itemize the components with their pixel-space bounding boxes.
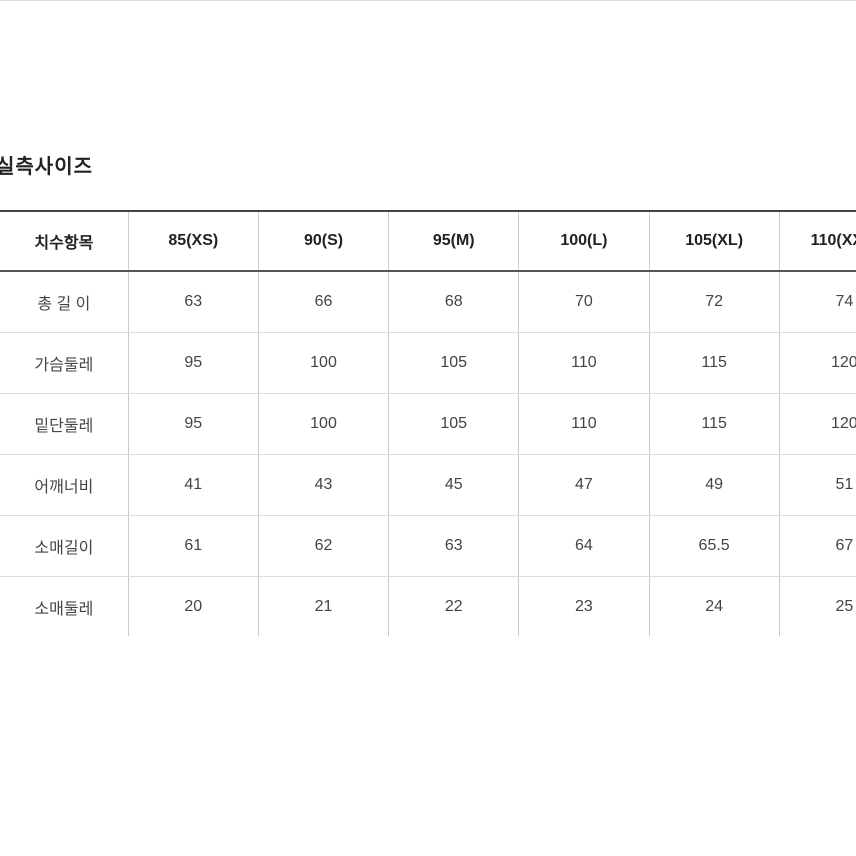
header-size: 90(S) (258, 211, 390, 272)
table-cell: 41 (128, 454, 259, 516)
table-cell: 61 (128, 515, 259, 577)
row-label: 소매둘레 (0, 576, 129, 636)
table-cell: 47 (518, 454, 650, 516)
table-cell: 66 (258, 271, 390, 333)
row-label: 가슴둘레 (0, 332, 129, 394)
table-cell: 22 (388, 576, 520, 636)
table-cell: 43 (258, 454, 390, 516)
table-cell: 20 (128, 576, 259, 636)
page-title: 실측사이즈 (0, 156, 93, 178)
table-cell: 68 (388, 271, 520, 333)
table-cell: 67 (779, 515, 856, 577)
table-cell: 24 (649, 576, 780, 636)
header-size: 95(M) (388, 211, 520, 272)
table-row: 밑단둘레 95 100 105 110 115 120 (0, 393, 856, 455)
size-table-container: 치수항목85(XS)90(S)95(M)100(L)105(XL)110(XXL… (0, 210, 856, 636)
table-cell: 65.5 (649, 515, 780, 577)
table-cell: 74 (779, 271, 856, 333)
top-divider (0, 0, 856, 1)
size-table: 치수항목85(XS)90(S)95(M)100(L)105(XL)110(XXL… (0, 210, 856, 636)
table-row: 어깨너비 41 43 45 47 49 51 (0, 454, 856, 516)
table-row: 총 길 이 63 66 68 70 72 74 (0, 271, 856, 333)
row-label: 소매길이 (0, 515, 129, 577)
table-row: 소매둘레 20 21 22 23 24 25 (0, 576, 856, 636)
table-cell: 21 (258, 576, 390, 636)
table-cell: 95 (128, 393, 259, 455)
table-cell: 72 (649, 271, 780, 333)
row-label: 총 길 이 (0, 271, 129, 333)
table-cell: 100 (258, 393, 390, 455)
table-cell: 49 (649, 454, 780, 516)
table-cell: 100 (258, 332, 390, 394)
table-row: 소매길이 61 62 63 64 65.5 67 (0, 515, 856, 577)
row-label: 어깨너비 (0, 454, 129, 516)
table-cell: 115 (649, 332, 780, 394)
table-cell: 70 (518, 271, 650, 333)
table-cell: 110 (518, 332, 650, 394)
table-cell: 63 (128, 271, 259, 333)
table-cell: 23 (518, 576, 650, 636)
header-row: 치수항목85(XS)90(S)95(M)100(L)105(XL)110(XXL… (0, 211, 856, 272)
table-cell: 45 (388, 454, 520, 516)
table-cell: 105 (388, 332, 520, 394)
table-cell: 95 (128, 332, 259, 394)
table-cell: 120 (779, 332, 856, 394)
row-label: 밑단둘레 (0, 393, 129, 455)
header-size: 100(L) (518, 211, 650, 272)
table-cell: 110 (518, 393, 650, 455)
header-size: 105(XL) (649, 211, 780, 272)
table-cell: 120 (779, 393, 856, 455)
header-item-label: 치수항목 (0, 211, 129, 272)
table-cell: 105 (388, 393, 520, 455)
header-size: 85(XS) (128, 211, 259, 272)
table-cell: 51 (779, 454, 856, 516)
table-cell: 25 (779, 576, 856, 636)
header-size: 110(XXL) (779, 211, 856, 272)
table-cell: 63 (388, 515, 520, 577)
table-row: 가슴둘레 95 100 105 110 115 120 (0, 332, 856, 394)
table-cell: 64 (518, 515, 650, 577)
table-cell: 62 (258, 515, 390, 577)
table-cell: 115 (649, 393, 780, 455)
